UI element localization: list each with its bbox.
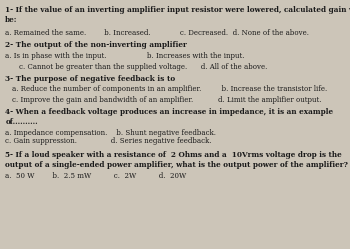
Text: 3- The purpose of negative feedback is to: 3- The purpose of negative feedback is t… [5, 75, 175, 83]
Text: 2- The output of the non-inverting amplifier: 2- The output of the non-inverting ampli… [5, 41, 187, 49]
Text: a. Impedance compensation.    b. Shunt negative feedback.: a. Impedance compensation. b. Shunt nega… [5, 129, 216, 137]
Text: a.  50 W        b.  2.5 mW          c.  2W          d.  20W: a. 50 W b. 2.5 mW c. 2W d. 20W [5, 172, 187, 180]
Text: c. Cannot be greater than the supplied voltage.      d. All of the above.: c. Cannot be greater than the supplied v… [19, 63, 268, 71]
Text: c. Gain suppression.               d. Series negative feedback.: c. Gain suppression. d. Series negative … [5, 137, 212, 145]
Text: a. Reduce the number of components in an amplifier.         b. Increase the tran: a. Reduce the number of components in an… [12, 85, 328, 93]
Text: be:: be: [5, 16, 18, 24]
Text: a. Is in phase with the input.                  b. Increases with the input.: a. Is in phase with the input. b. Increa… [5, 52, 245, 60]
Text: c. Improve the gain and bandwidth of an amplifier.           d. Limit the amplif: c. Improve the gain and bandwidth of an … [12, 96, 322, 104]
Text: 5- If a loud speaker with a resistance of  2 Ohms and a  10Vrms voltage drop is : 5- If a loud speaker with a resistance o… [5, 151, 342, 159]
Text: a. Remained the same.        b. Increased.             c. Decreased.  d. None of: a. Remained the same. b. Increased. c. D… [5, 29, 309, 37]
Text: of..........: of.......... [5, 118, 38, 125]
Text: output of a single-ended power amplifier, what is the output power of the amplif: output of a single-ended power amplifier… [5, 161, 348, 169]
Text: 1- If the value of an inverting amplifier input resistor were lowered, calculate: 1- If the value of an inverting amplifie… [5, 6, 350, 14]
Text: 4- When a feedback voltage produces an increase in impedance, it is an example: 4- When a feedback voltage produces an i… [5, 108, 333, 116]
